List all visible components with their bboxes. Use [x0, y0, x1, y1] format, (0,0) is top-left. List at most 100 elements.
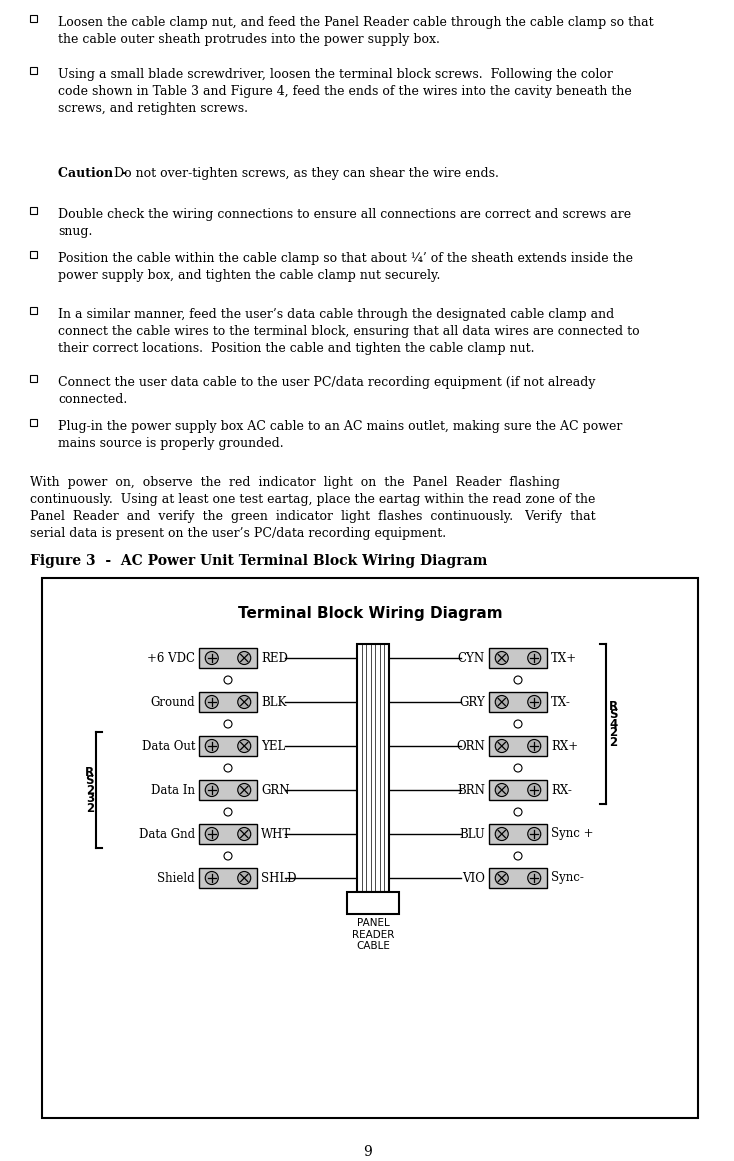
Text: 2: 2: [86, 801, 94, 815]
Text: R: R: [85, 765, 94, 779]
Circle shape: [528, 740, 541, 752]
Text: Data Out: Data Out: [142, 740, 195, 752]
Text: Do not over-tighten screws, as they can shear the wire ends.: Do not over-tighten screws, as they can …: [110, 167, 499, 180]
Bar: [489, 736, 547, 756]
Bar: [42, 578, 698, 1118]
Text: Ground: Ground: [150, 695, 195, 708]
Circle shape: [528, 828, 541, 841]
Text: ORN: ORN: [457, 740, 485, 752]
Circle shape: [224, 852, 232, 860]
Text: Shield: Shield: [157, 872, 195, 885]
Text: VIO: VIO: [462, 872, 485, 885]
Text: GRN: GRN: [261, 784, 289, 796]
Bar: [489, 648, 547, 668]
Bar: [489, 780, 547, 800]
Text: RX+: RX+: [551, 740, 578, 752]
Bar: [489, 868, 547, 888]
Circle shape: [238, 651, 251, 664]
Bar: [347, 892, 399, 914]
Circle shape: [495, 651, 508, 664]
Text: 2: 2: [86, 784, 94, 796]
Text: In a similar manner, feed the user’s data cable through the designated cable cla: In a similar manner, feed the user’s dat…: [58, 308, 639, 355]
Bar: [30, 67, 37, 74]
Bar: [199, 692, 257, 712]
Circle shape: [206, 828, 218, 841]
Bar: [357, 644, 389, 892]
Text: Loosen the cable clamp nut, and feed the Panel Reader cable through the cable cl: Loosen the cable clamp nut, and feed the…: [58, 16, 653, 46]
Circle shape: [495, 784, 508, 796]
Circle shape: [238, 784, 251, 796]
Text: S: S: [609, 708, 617, 721]
Circle shape: [514, 720, 522, 728]
Circle shape: [224, 720, 232, 728]
Circle shape: [238, 872, 251, 885]
Text: Sync +: Sync +: [551, 828, 594, 841]
Text: Terminal Block Wiring Diagram: Terminal Block Wiring Diagram: [238, 606, 502, 621]
Text: RX-: RX-: [551, 784, 572, 796]
Bar: [199, 868, 257, 888]
Circle shape: [238, 695, 251, 708]
Circle shape: [495, 695, 508, 708]
Text: Data In: Data In: [151, 784, 195, 796]
Circle shape: [495, 828, 508, 841]
Text: Plug-in the power supply box AC cable to an AC mains outlet, making sure the AC : Plug-in the power supply box AC cable to…: [58, 420, 622, 450]
Text: CYN: CYN: [458, 651, 485, 664]
Text: 2: 2: [609, 736, 617, 749]
Text: Double check the wiring connections to ensure all connections are correct and sc: Double check the wiring connections to e…: [58, 208, 631, 238]
Text: YEL: YEL: [261, 740, 286, 752]
Text: WHT: WHT: [261, 828, 291, 841]
Circle shape: [514, 852, 522, 860]
Circle shape: [495, 872, 508, 885]
Circle shape: [224, 808, 232, 816]
Circle shape: [514, 808, 522, 816]
Circle shape: [528, 651, 541, 664]
Text: TX+: TX+: [551, 651, 577, 664]
Circle shape: [495, 740, 508, 752]
Bar: [489, 824, 547, 844]
Text: GRY: GRY: [459, 695, 485, 708]
Text: BRN: BRN: [457, 784, 485, 796]
Bar: [30, 307, 37, 313]
Text: RED: RED: [261, 651, 288, 664]
Text: Connect the user data cable to the user PC/data recording equipment (if not alre: Connect the user data cable to the user …: [58, 376, 595, 406]
Circle shape: [224, 676, 232, 684]
Circle shape: [514, 676, 522, 684]
Text: BLK: BLK: [261, 695, 286, 708]
Bar: [30, 15, 37, 22]
Text: 9: 9: [363, 1145, 371, 1159]
Text: R: R: [609, 699, 618, 713]
Text: Position the cable within the cable clamp so that about ¼’ of the sheath extends: Position the cable within the cable clam…: [58, 252, 633, 282]
Circle shape: [238, 740, 251, 752]
Circle shape: [528, 784, 541, 796]
Bar: [199, 824, 257, 844]
Circle shape: [528, 695, 541, 708]
Text: BLU: BLU: [459, 828, 485, 841]
Text: Figure 3  -  AC Power Unit Terminal Block Wiring Diagram: Figure 3 - AC Power Unit Terminal Block …: [30, 554, 487, 568]
Text: Data Gnd: Data Gnd: [139, 828, 195, 841]
Text: 3: 3: [86, 793, 94, 806]
Circle shape: [238, 828, 251, 841]
Text: S: S: [85, 774, 94, 787]
Circle shape: [206, 872, 218, 885]
Bar: [199, 648, 257, 668]
Text: With  power  on,  observe  the  red  indicator  light  on  the  Panel  Reader  f: With power on, observe the red indicator…: [30, 476, 595, 540]
Bar: [30, 207, 37, 214]
Circle shape: [206, 740, 218, 752]
Circle shape: [206, 784, 218, 796]
Bar: [30, 419, 37, 426]
Bar: [30, 251, 37, 258]
Text: +6 VDC: +6 VDC: [147, 651, 195, 664]
Bar: [199, 780, 257, 800]
Text: Sync-: Sync-: [551, 872, 584, 885]
Bar: [30, 375, 37, 382]
Bar: [489, 692, 547, 712]
Circle shape: [514, 764, 522, 772]
Circle shape: [206, 695, 218, 708]
Text: Caution  -: Caution -: [58, 167, 131, 180]
Circle shape: [224, 764, 232, 772]
Text: Using a small blade screwdriver, loosen the terminal block screws.  Following th: Using a small blade screwdriver, loosen …: [58, 68, 632, 115]
Text: TX-: TX-: [551, 695, 571, 708]
Text: 4: 4: [609, 717, 617, 730]
Bar: [199, 736, 257, 756]
Circle shape: [206, 651, 218, 664]
